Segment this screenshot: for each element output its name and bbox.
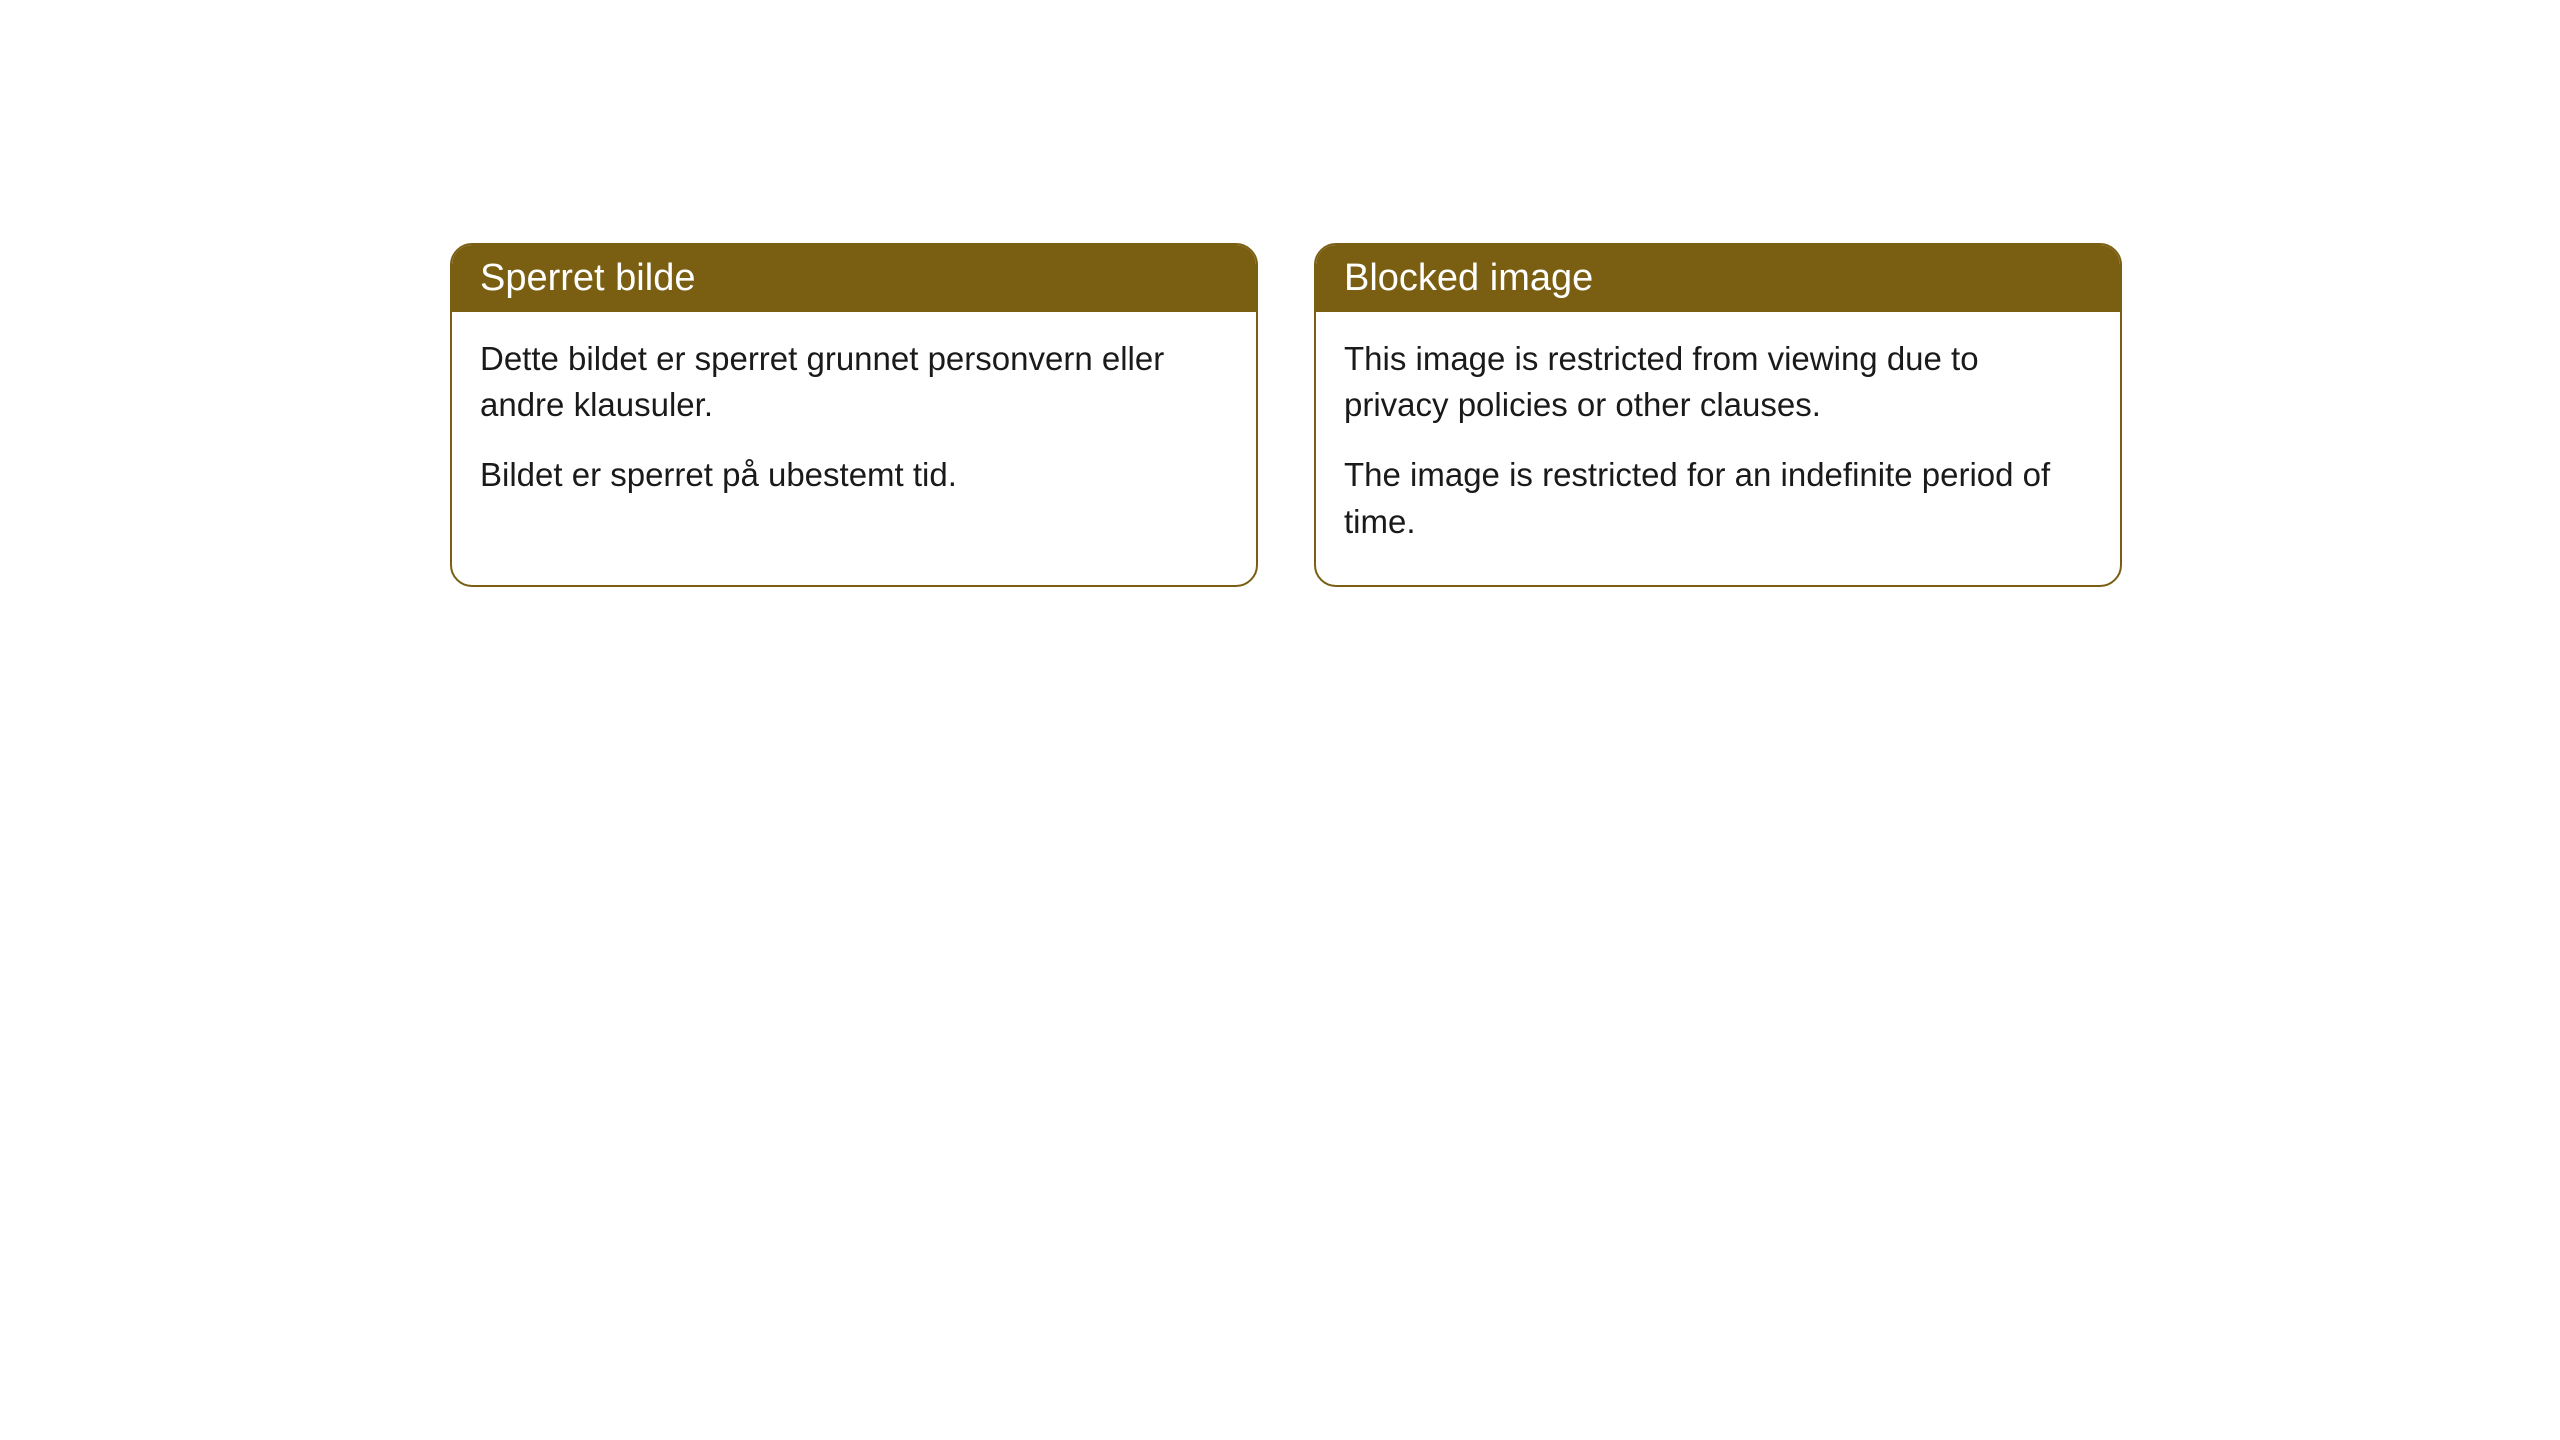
notice-card-english: Blocked image This image is restricted f… xyxy=(1314,243,2122,587)
card-paragraph: Dette bildet er sperret grunnet personve… xyxy=(480,336,1228,428)
card-header-norwegian: Sperret bilde xyxy=(452,245,1256,312)
card-title: Sperret bilde xyxy=(480,257,695,299)
notice-card-norwegian: Sperret bilde Dette bildet er sperret gr… xyxy=(450,243,1258,587)
card-body-english: This image is restricted from viewing du… xyxy=(1316,312,2120,585)
notice-cards-container: Sperret bilde Dette bildet er sperret gr… xyxy=(450,243,2122,587)
card-paragraph: The image is restricted for an indefinit… xyxy=(1344,452,2092,544)
card-header-english: Blocked image xyxy=(1316,245,2120,312)
card-paragraph: This image is restricted from viewing du… xyxy=(1344,336,2092,428)
card-paragraph: Bildet er sperret på ubestemt tid. xyxy=(480,452,1228,498)
card-title: Blocked image xyxy=(1344,257,1593,299)
card-body-norwegian: Dette bildet er sperret grunnet personve… xyxy=(452,312,1256,539)
